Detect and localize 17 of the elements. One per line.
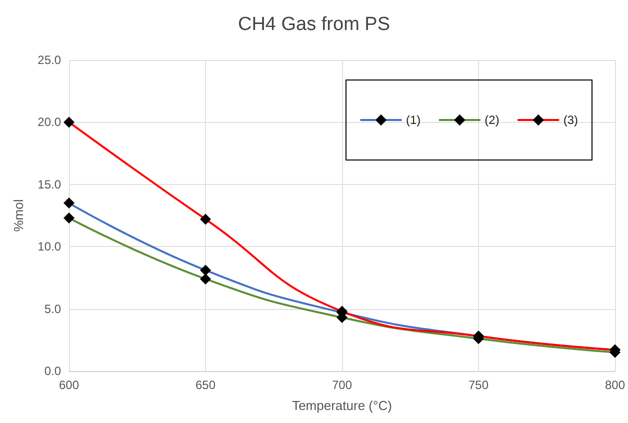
x-tick-label: 750 (468, 378, 489, 392)
x-tick-label: 650 (195, 378, 216, 392)
y-tick-label: 0.0 (44, 364, 62, 378)
x-tick-label: 800 (604, 378, 626, 392)
legend-label: (3) (563, 113, 578, 127)
legend-label: (2) (484, 113, 500, 127)
y-axis-title: %mol (11, 199, 26, 232)
x-tick-label: 700 (332, 378, 352, 392)
x-tick-label: 600 (58, 378, 80, 392)
y-tick-label: 15.0 (38, 177, 62, 192)
chart-title: CH4 Gas from PS (238, 14, 390, 35)
y-tick-label: 20.0 (38, 115, 62, 130)
y-tick-label: 25.0 (38, 53, 62, 67)
legend-label: (1) (406, 113, 421, 127)
x-axis-title: Temperature (°C) (292, 398, 392, 413)
y-tick-label: 10.0 (38, 240, 62, 254)
y-tick-label: 5.0 (44, 302, 62, 316)
